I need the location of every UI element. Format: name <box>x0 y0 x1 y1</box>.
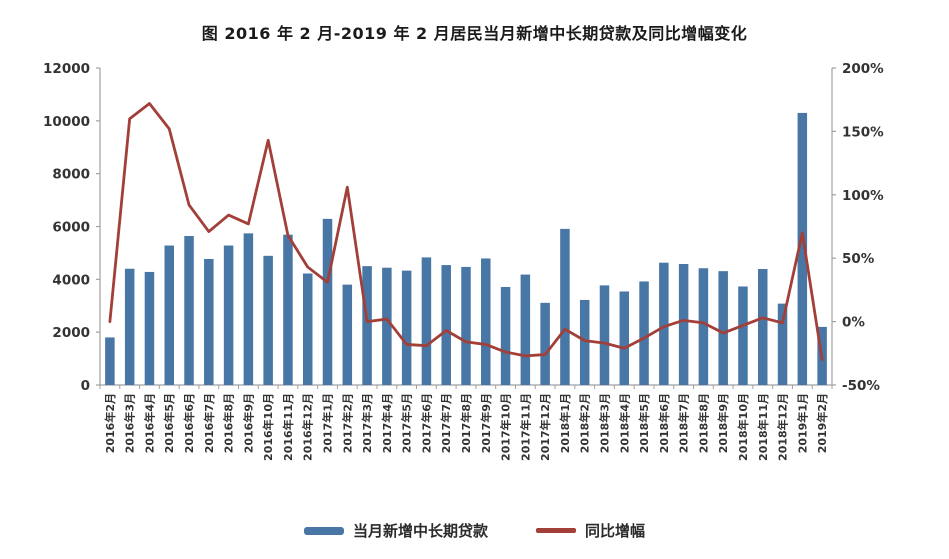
bar <box>758 269 768 385</box>
x-axis-label: 2016年11月 <box>281 393 295 461</box>
x-axis-label: 2017年4月 <box>380 393 394 453</box>
y-axis-left-label: 8000 <box>52 167 90 183</box>
x-axis-label: 2018年9月 <box>716 393 730 453</box>
x-axis-label: 2017年7月 <box>439 393 453 453</box>
bar <box>302 273 313 385</box>
bar <box>322 218 333 385</box>
x-axis-label: 2018年11月 <box>756 393 770 461</box>
bar <box>342 284 353 385</box>
bar <box>481 258 491 385</box>
bar <box>204 258 214 385</box>
x-axis-label: 2016年12月 <box>301 393 315 461</box>
bar <box>619 291 630 385</box>
bar <box>263 255 273 385</box>
x-axis-label: 2018年8月 <box>696 393 710 453</box>
bar <box>540 302 550 385</box>
bar <box>500 286 511 385</box>
x-axis-label: 2018年2月 <box>578 393 592 453</box>
x-axis-label: 2017年10月 <box>499 393 513 461</box>
bar <box>520 274 531 385</box>
bar <box>599 285 610 385</box>
bar <box>283 234 293 385</box>
bar <box>223 245 234 385</box>
line-series-label: 同比增幅 <box>585 522 646 540</box>
bar <box>698 268 709 385</box>
x-axis-label: 2016年6月 <box>182 393 196 453</box>
bar <box>777 303 788 385</box>
x-axis-label: 2017年1月 <box>321 393 335 453</box>
legend: 当月新增中长期贷款 同比增幅 <box>0 520 949 541</box>
x-axis-label: 2016年7月 <box>202 393 216 453</box>
x-axis-label: 2017年6月 <box>419 393 433 453</box>
bar <box>421 257 432 385</box>
bar <box>797 112 808 386</box>
y-axis-left-label: 10000 <box>43 114 90 130</box>
bar <box>164 245 174 385</box>
y-axis-left-label: 2000 <box>52 325 90 341</box>
x-axis-label: 2019年1月 <box>795 393 809 453</box>
y-axis-left-label: 6000 <box>52 220 90 236</box>
x-axis-label: 2018年6月 <box>657 393 671 453</box>
x-axis-label: 2016年10月 <box>261 393 275 461</box>
bar <box>659 262 669 385</box>
y-axis-left-label: 4000 <box>52 272 90 288</box>
bar <box>184 236 194 385</box>
y-axis-right-label: -50% <box>842 378 880 394</box>
y-axis-right-label: 0% <box>842 315 865 331</box>
y-axis-right-label: 150% <box>842 124 884 140</box>
bar <box>678 264 689 385</box>
chart-title: 图 2016 年 2 月-2019 年 2 月居民当月新增中长期贷款及同比增幅变… <box>201 24 748 43</box>
x-axis-label: 2019年2月 <box>815 393 829 453</box>
y-axis-right-label: 200% <box>842 61 884 77</box>
bar <box>144 271 155 385</box>
bar <box>579 299 590 385</box>
x-axis-label: 2016年2月 <box>103 393 117 453</box>
x-axis-label: 2018年7月 <box>677 393 691 453</box>
x-axis-label: 2017年3月 <box>360 393 374 453</box>
x-axis-label: 2018年3月 <box>597 393 611 453</box>
x-axis-label: 2017年5月 <box>400 393 414 453</box>
x-axis-label: 2017年12月 <box>538 393 552 461</box>
bar <box>560 228 570 385</box>
x-axis-label: 2017年2月 <box>340 393 354 453</box>
x-axis-label: 2018年5月 <box>637 393 651 453</box>
combo-chart-canvas: 0 2000 4000 6000 8000 10000 12000 200% 150% 100% 5… <box>43 61 884 461</box>
legend-item-bar-series: 当月新增中长期贷款 <box>303 520 488 541</box>
bar <box>124 268 135 385</box>
x-axis-label: 2018年4月 <box>617 393 631 453</box>
bar <box>382 267 392 385</box>
x-axis-label: 2017年8月 <box>459 393 473 453</box>
bar <box>441 265 451 385</box>
y-axis-left-label: 12000 <box>43 61 90 77</box>
x-axis-label: 2016年8月 <box>222 393 236 453</box>
bar <box>243 233 254 385</box>
bar <box>461 266 471 385</box>
x-axis-label: 2016年3月 <box>123 393 137 453</box>
line-series-swatch <box>536 528 576 533</box>
x-axis-label: 2016年9月 <box>241 393 255 453</box>
bar <box>718 271 728 385</box>
bar-series-swatch <box>303 526 344 535</box>
x-axis-label: 2018年1月 <box>558 393 572 453</box>
x-axis-label: 2016年4月 <box>142 393 156 453</box>
y-axis-right-label: 50% <box>842 251 875 267</box>
x-axis-label: 2018年12月 <box>776 393 790 461</box>
bar <box>738 286 748 385</box>
x-axis-label: 2018年10月 <box>736 393 750 461</box>
bar <box>362 266 372 385</box>
x-axis-label: 2017年11月 <box>518 393 532 461</box>
legend-item-line-series: 同比增幅 <box>536 520 645 541</box>
bar <box>105 337 115 385</box>
x-axis-label: 2016年5月 <box>162 393 176 453</box>
bar-series-label: 当月新增中长期贷款 <box>352 522 488 540</box>
y-axis-left-label: 0 <box>81 378 90 394</box>
y-axis-right-label: 100% <box>842 188 884 204</box>
bar <box>401 270 412 385</box>
x-axis-label: 2017年9月 <box>479 393 493 453</box>
yoy-line <box>108 102 824 362</box>
bar <box>639 281 649 385</box>
